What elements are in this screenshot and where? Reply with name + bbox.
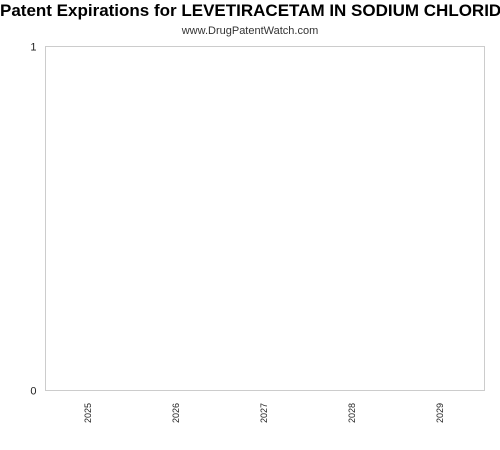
x-tick-label: 2025 bbox=[83, 403, 93, 423]
x-tick-label: 2027 bbox=[259, 403, 269, 423]
x-tick-label: 2028 bbox=[347, 403, 357, 423]
y-tick-label: 1 bbox=[30, 42, 36, 54]
plot-frame bbox=[45, 46, 485, 391]
chart-title: Patent Expirations for LEVETIRACETAM IN … bbox=[0, 1, 500, 20]
x-tick-label: 2029 bbox=[435, 403, 445, 423]
x-axis: 2025 2026 2027 2028 2029 bbox=[83, 403, 445, 423]
chart-subtitle: www.DrugPatentWatch.com bbox=[181, 25, 319, 37]
y-axis: 01 bbox=[30, 42, 36, 398]
x-tick-label: 2026 bbox=[171, 403, 181, 423]
y-tick-label: 0 bbox=[30, 386, 36, 398]
